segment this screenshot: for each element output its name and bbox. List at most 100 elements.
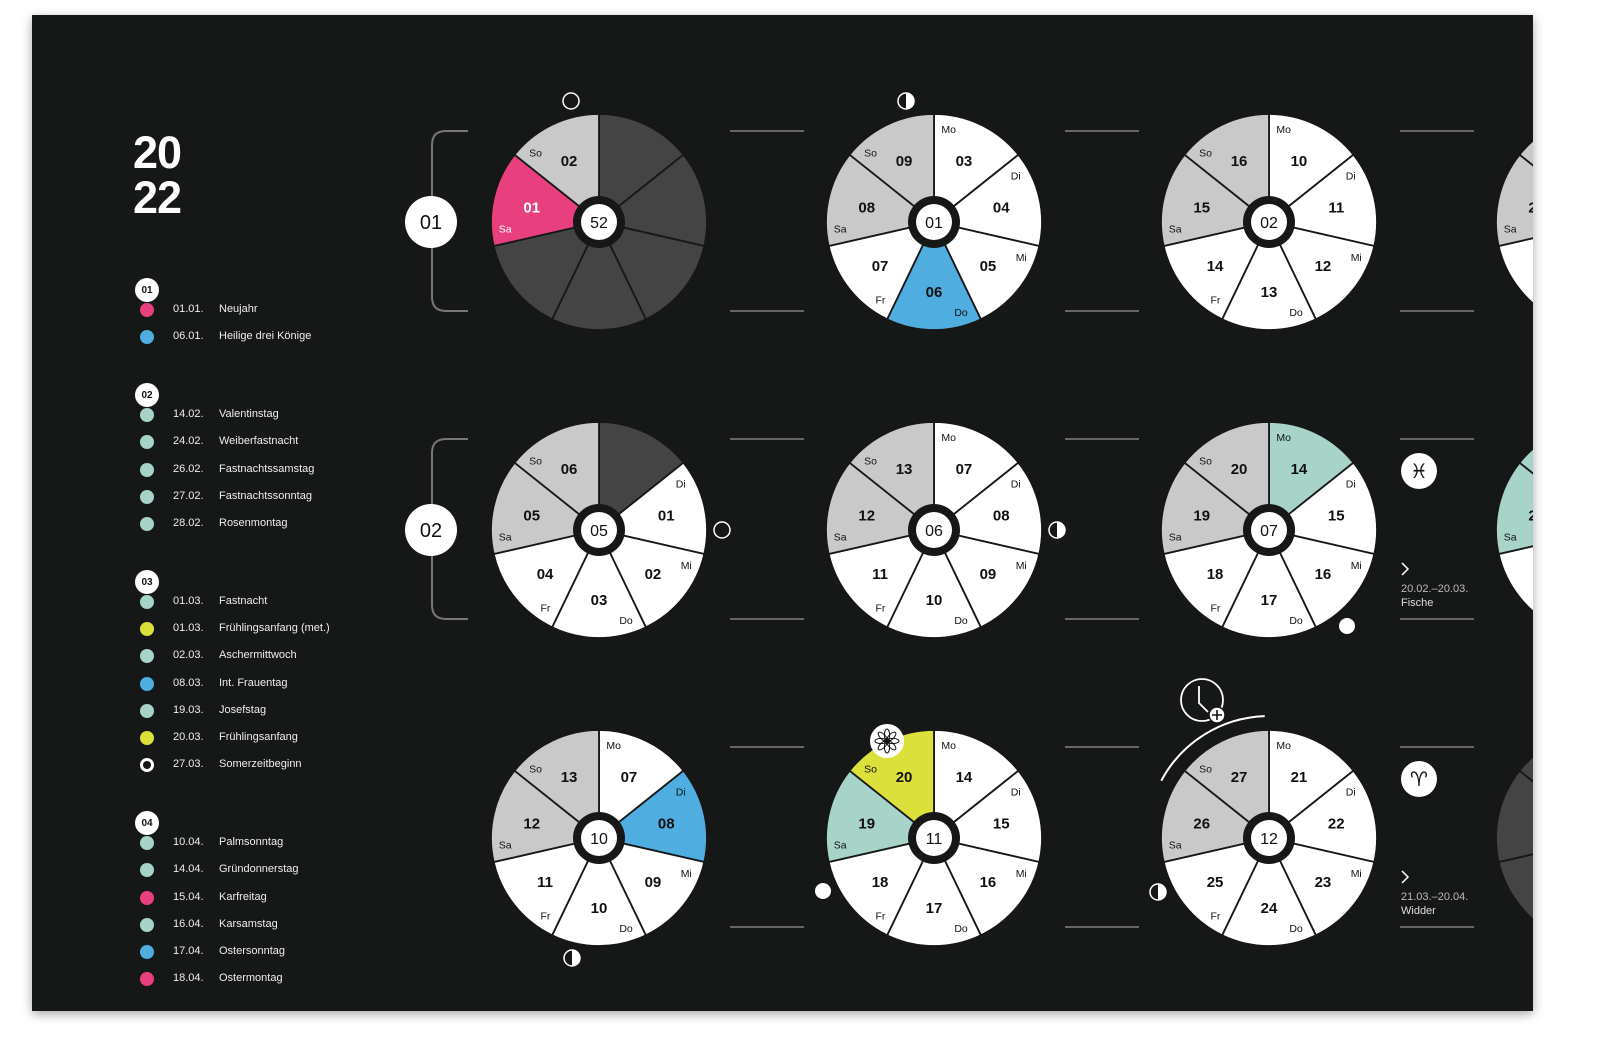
day-sector[interactable] — [598, 421, 685, 532]
day-sector[interactable] — [1268, 729, 1355, 840]
day-sector[interactable] — [933, 729, 1020, 840]
day-sector[interactable] — [827, 836, 936, 937]
day-sector[interactable] — [1497, 530, 1600, 627]
day-sector[interactable] — [596, 461, 708, 556]
week-wheel[interactable]: 10 Mo 11 Di 12 Mi 13 Do 14 Fr 15 Sa 16 So 02 — [1160, 113, 1378, 331]
day-sector[interactable] — [1495, 153, 1600, 248]
day-sector[interactable] — [931, 461, 1043, 556]
day-sector[interactable] — [490, 769, 602, 864]
week-wheel[interactable]: 01 Sa 02 So 52 — [490, 113, 708, 331]
day-sector[interactable] — [492, 836, 601, 937]
day-sector[interactable] — [490, 153, 602, 248]
day-number: 27 — [1231, 769, 1248, 786]
chevron-right-icon[interactable] — [1401, 870, 1410, 884]
day-sector[interactable] — [931, 769, 1043, 864]
day-sector[interactable] — [933, 113, 1020, 224]
chevron-right-icon[interactable] — [1401, 562, 1410, 576]
day-sector[interactable] — [492, 220, 601, 321]
day-sector[interactable] — [1162, 220, 1271, 321]
day-sector[interactable] — [1495, 461, 1600, 556]
day-sector[interactable] — [1267, 220, 1376, 321]
weekday-label: Fr — [876, 602, 886, 614]
day-sector[interactable] — [1160, 461, 1272, 556]
day-sector[interactable] — [1220, 219, 1318, 331]
weekday-label: Fr — [1546, 602, 1556, 614]
day-sector[interactable] — [825, 153, 937, 248]
day-sector[interactable] — [1557, 838, 1600, 946]
day-sector[interactable] — [1183, 729, 1270, 840]
day-sector[interactable] — [597, 220, 706, 321]
legend-color-dot — [140, 595, 154, 609]
day-sector[interactable] — [885, 527, 983, 639]
week-wheel[interactable]: 17Mo18Di19Mi20Do21Fr22Sa23So03 — [1495, 114, 1600, 330]
day-sector[interactable] — [1220, 527, 1318, 639]
week-wheel[interactable]: 14 Mo 15 Di 16 Mi 17 Do 18 Fr 19 Sa 20 So 11 — [825, 729, 1043, 947]
day-sector[interactable] — [1518, 422, 1600, 530]
day-sector[interactable] — [1495, 769, 1600, 864]
week-wheel[interactable]: 01 Di 02 Mi 03 Do 04 Fr 05 Sa 06 So 05 — [490, 421, 708, 639]
day-sector[interactable] — [598, 729, 685, 840]
day-sector[interactable] — [1160, 769, 1272, 864]
day-sector[interactable] — [1267, 836, 1376, 937]
day-sector[interactable] — [848, 113, 935, 224]
day-sector[interactable] — [596, 769, 708, 864]
day-sector[interactable] — [1162, 528, 1271, 629]
day-sector[interactable] — [513, 421, 600, 532]
week-wheel[interactable]: 07 Mo 08 Di 09 Mi 10 Do 11 Fr 12 Sa 13 So 10 — [490, 729, 708, 947]
day-sector[interactable] — [1268, 421, 1355, 532]
day-sector[interactable] — [1220, 835, 1318, 947]
day-sector[interactable] — [932, 836, 1041, 937]
day-sector[interactable] — [596, 153, 708, 248]
day-sector[interactable] — [885, 219, 983, 331]
day-sector[interactable] — [848, 421, 935, 532]
week-wheel[interactable]: 07 Mo 08 Di 09 Mi 10 Do 11 Fr 12 Sa 13 So 06 — [825, 421, 1043, 639]
legend-date: 10.04. — [173, 836, 204, 849]
day-sector[interactable] — [1518, 730, 1600, 838]
day-sector[interactable] — [827, 220, 936, 321]
day-sector[interactable] — [1497, 838, 1600, 935]
day-sector[interactable] — [492, 528, 601, 629]
day-sector[interactable] — [598, 113, 685, 224]
day-sector[interactable] — [932, 528, 1041, 629]
day-sector[interactable] — [825, 461, 937, 556]
legend-date: 01.03. — [173, 622, 204, 635]
zodiac-date-range: 20.02.–20.03. — [1401, 583, 1469, 595]
day-sector[interactable] — [1266, 461, 1378, 556]
day-sector[interactable] — [1183, 113, 1270, 224]
week-hub — [916, 204, 952, 240]
day-sector[interactable] — [1518, 114, 1600, 222]
day-sector[interactable] — [1557, 222, 1600, 330]
day-sector[interactable] — [933, 421, 1020, 532]
day-sector[interactable] — [513, 729, 600, 840]
day-sector[interactable] — [1183, 421, 1270, 532]
day-sector[interactable] — [597, 528, 706, 629]
week-wheel[interactable]: 14 Mo 15 Di 16 Mi 17 Do 18 Fr 19 Sa 20 So 07 — [1160, 421, 1378, 639]
weekday-label: Di — [1346, 479, 1356, 491]
clock-plus-icon[interactable] — [1180, 678, 1226, 724]
day-sector[interactable] — [1267, 528, 1376, 629]
day-sector[interactable] — [885, 835, 983, 947]
week-wheel[interactable]: 21Mo22Di23Mi24Do25Fr26Sa27So08 — [1495, 422, 1600, 638]
day-sector[interactable] — [1266, 153, 1378, 248]
day-sector[interactable] — [1160, 153, 1272, 248]
day-sector[interactable] — [931, 153, 1043, 248]
day-number: 04 — [537, 566, 554, 583]
day-sector[interactable] — [1266, 769, 1378, 864]
day-sector[interactable] — [827, 528, 936, 629]
day-sector[interactable] — [1268, 113, 1355, 224]
day-sector[interactable] — [825, 769, 937, 864]
week-wheel[interactable]: 21 Mo 22 Di 23 Mi 24 Do 25 Fr 26 Sa 27 So 12 — [1160, 729, 1378, 947]
day-sector[interactable] — [1497, 222, 1600, 319]
day-number: 06 — [926, 284, 943, 301]
day-sector[interactable] — [1557, 530, 1600, 638]
day-sector[interactable] — [932, 220, 1041, 321]
day-sector[interactable] — [1162, 836, 1271, 937]
day-sector[interactable] — [597, 836, 706, 937]
day-sector[interactable] — [550, 219, 648, 331]
day-sector[interactable] — [513, 113, 600, 224]
day-sector[interactable] — [490, 461, 602, 556]
day-sector[interactable] — [550, 835, 648, 947]
week-wheel[interactable]: 03 Mo 04 Di 05 Mi 06 Do 07 Fr 08 Sa 09 So 01 — [825, 113, 1043, 331]
day-sector[interactable] — [550, 527, 648, 639]
week-wheel[interactable] — [1495, 730, 1600, 946]
